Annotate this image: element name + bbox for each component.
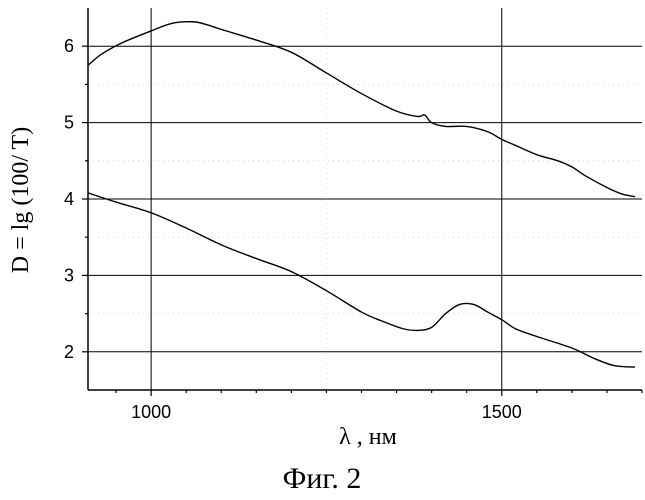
axes (82, 8, 642, 396)
y-tick-label: 6 (64, 36, 74, 56)
series-lines (88, 22, 635, 367)
y-tick-label: 2 (64, 342, 74, 362)
figure-caption: Фиг. 2 (283, 462, 362, 495)
y-tick-label: 5 (64, 113, 74, 133)
series-line-1 (88, 22, 635, 197)
x-tick-label: 1500 (482, 402, 522, 422)
x-axis-label: λ , нм (339, 424, 397, 450)
x-tick-label: 1000 (131, 402, 171, 422)
y-tick-label: 4 (64, 189, 74, 209)
y-axis-label: D = lg (100/ T) (8, 127, 34, 273)
grid (88, 8, 642, 390)
tick-labels: 2 3 4 5 6 1000 1500 (64, 36, 522, 422)
y-tick-label: 3 (64, 265, 74, 285)
series-line-2 (88, 193, 635, 367)
